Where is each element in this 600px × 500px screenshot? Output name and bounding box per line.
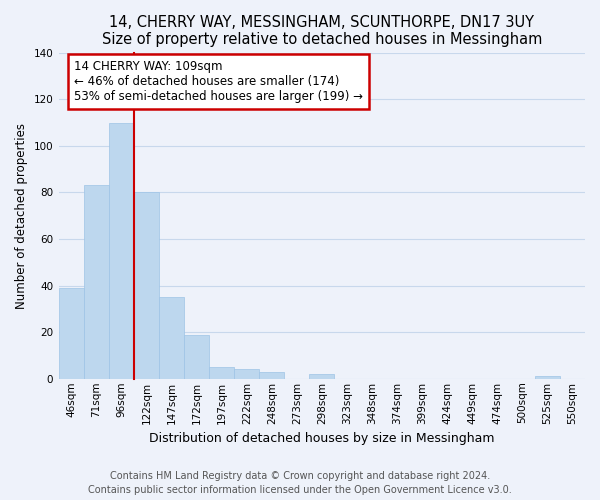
Bar	[310, 374, 334, 379]
Bar	[259, 372, 284, 379]
Bar	[234, 370, 259, 379]
Text: 14 CHERRY WAY: 109sqm
← 46% of detached houses are smaller (174)
53% of semi-det: 14 CHERRY WAY: 109sqm ← 46% of detached …	[74, 60, 363, 102]
Bar	[535, 376, 560, 379]
Y-axis label: Number of detached properties: Number of detached properties	[15, 122, 28, 308]
X-axis label: Distribution of detached houses by size in Messingham: Distribution of detached houses by size …	[149, 432, 494, 445]
Bar	[84, 186, 109, 379]
Title: 14, CHERRY WAY, MESSINGHAM, SCUNTHORPE, DN17 3UY
Size of property relative to de: 14, CHERRY WAY, MESSINGHAM, SCUNTHORPE, …	[102, 15, 542, 48]
Bar	[109, 122, 134, 379]
Bar	[59, 288, 84, 379]
Bar	[209, 367, 234, 379]
Text: Contains HM Land Registry data © Crown copyright and database right 2024.
Contai: Contains HM Land Registry data © Crown c…	[88, 471, 512, 495]
Bar	[184, 334, 209, 379]
Bar	[134, 192, 159, 379]
Bar	[159, 298, 184, 379]
